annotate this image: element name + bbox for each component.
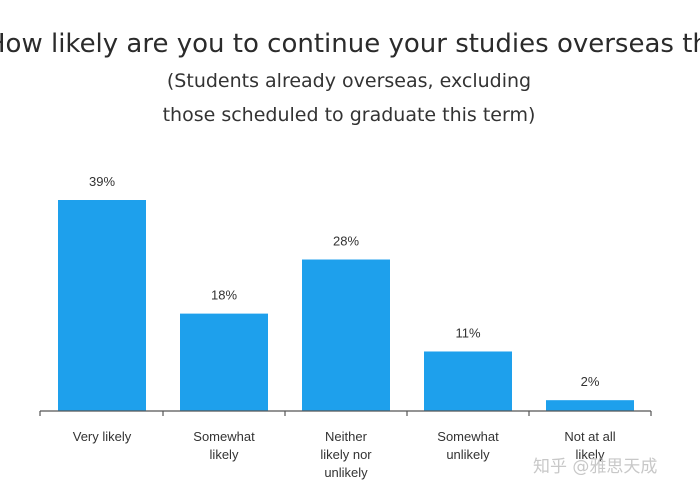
bar bbox=[546, 400, 634, 411]
chart-title: How likely are you to continue your stud… bbox=[0, 29, 700, 59]
bar bbox=[302, 259, 390, 411]
data-label: 18% bbox=[211, 288, 237, 303]
chart-subtitle-line-1: (Students already overseas, excluding bbox=[166, 70, 532, 92]
chart-subtitle-line-2: those scheduled to graduate this term) bbox=[162, 104, 536, 126]
category-label: Somewhat likely bbox=[193, 429, 255, 462]
data-label: 39% bbox=[89, 174, 115, 189]
category-label: Somewhat unlikely bbox=[437, 429, 499, 462]
data-label: 11% bbox=[455, 325, 480, 340]
category-label: Not at all likely bbox=[564, 429, 615, 462]
watermark: 知乎 @雅思天成 bbox=[533, 457, 658, 477]
bar bbox=[424, 351, 512, 411]
data-label: 2% bbox=[581, 374, 600, 389]
category-label: Very likely bbox=[73, 429, 132, 444]
data-label: 28% bbox=[333, 234, 359, 249]
bar bbox=[180, 313, 268, 411]
bar bbox=[58, 200, 146, 411]
category-label: Neither likely nor unlikely bbox=[320, 429, 372, 480]
